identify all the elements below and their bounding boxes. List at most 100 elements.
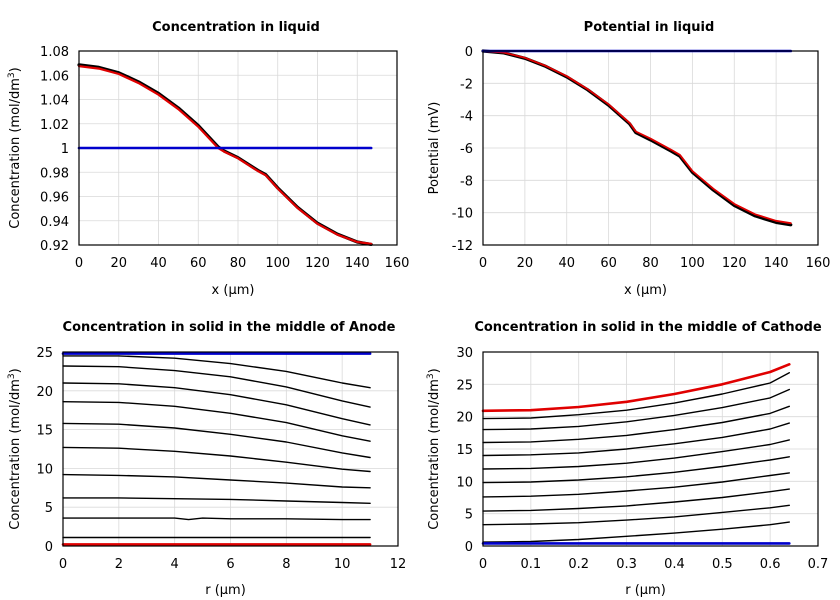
chart-panel-1: 0 20 40 60 80 100 120 140 160 0.92 0.94 0.96 0.98 1 1.… [7, 20, 409, 298]
y-axis-label-superscript: 3 [426, 373, 436, 379]
series-line-8 [482, 405, 790, 444]
series-line-6 [62, 446, 371, 473]
y-axis-label: Concentration (mol/dm3) [7, 67, 23, 229]
x-tick-label: 2 [115, 557, 123, 572]
x-tick-label: 100 [265, 256, 290, 271]
chart-title: Concentration in solid in the middle of … [474, 320, 822, 335]
y-tick-label: 5 [45, 501, 53, 516]
x-tick-label: 4 [171, 557, 179, 572]
series-line-2 [62, 365, 371, 408]
y-axis-label-superscript: 3 [7, 373, 17, 379]
series-line-1 [482, 521, 790, 543]
y-tick-label: 1.02 [40, 118, 69, 133]
series-line-11 [481, 362, 791, 413]
series-line-9 [482, 388, 790, 431]
y-tick-label: 0 [465, 540, 473, 555]
y-tick-label: 0 [45, 540, 53, 555]
series-line-8 [62, 497, 371, 504]
chart-panel-4: 0 0.1 0.2 0.3 0.4 0.5 0.6 0.7051015202530Concen… [426, 320, 828, 598]
series-line-10 [482, 372, 790, 420]
y-tick-label: -8 [460, 174, 473, 189]
chart-title: Concentration in solid in the middle of … [63, 320, 396, 335]
x-axis-label: r (µm) [625, 583, 666, 598]
series-line-2 [77, 65, 373, 245]
y-tick-label: 0.92 [40, 239, 69, 254]
x-tick-label: 140 [345, 256, 370, 271]
y-tick-label: 0.98 [40, 166, 69, 181]
y-tick-label: 20 [36, 385, 53, 400]
y-axis-label-text: Concentration (mol/dm [8, 78, 23, 229]
x-tick-label: 0.4 [664, 557, 685, 572]
x-tick-label: 60 [190, 256, 207, 271]
x-tick-label: 8 [282, 557, 290, 572]
x-tick-label: 0.1 [521, 557, 542, 572]
x-axis-label: x (µm) [212, 283, 255, 298]
y-tick-label: 0 [465, 45, 473, 60]
y-tick-label: -4 [460, 110, 473, 125]
y-axis-label-tail: ) [427, 368, 442, 373]
y-tick-label: 20 [456, 411, 473, 426]
series-line-4 [62, 401, 371, 442]
chart-title: Potential in liquid [584, 20, 715, 35]
y-tick-label: 5 [465, 508, 473, 523]
chart-panel-2: 0 20 40 60 80 100 120 140 160 -12 -10 -8 -6 -4 -2 0 Pote… [427, 20, 830, 298]
y-tick-label: 30 [456, 346, 473, 361]
series-line-6 [482, 439, 790, 470]
series-line-2 [482, 50, 792, 225]
x-tick-label: 160 [385, 256, 410, 271]
y-axis-label: Potential (mV) [427, 102, 442, 195]
x-tick-label: 20 [517, 256, 534, 271]
y-tick-label: 25 [456, 378, 473, 393]
y-tick-label: -6 [460, 142, 473, 157]
y-axis-label-superscript: 3 [7, 72, 17, 78]
x-tick-label: 40 [558, 256, 575, 271]
series-line-9 [62, 517, 371, 521]
x-tick-label: 80 [642, 256, 659, 271]
x-axis-label: r (µm) [205, 583, 246, 598]
x-tick-label: 140 [764, 256, 789, 271]
x-tick-label: 0 [479, 557, 487, 572]
series-line-2 [482, 504, 790, 526]
series-line-5 [62, 422, 371, 459]
x-tick-label: 0.6 [760, 557, 781, 572]
y-tick-label: 1.06 [40, 69, 69, 84]
x-tick-label: 10 [334, 557, 351, 572]
x-tick-label: 120 [305, 256, 330, 271]
x-tick-label: 160 [806, 256, 831, 271]
x-axis-label: x (µm) [624, 283, 667, 298]
y-tick-label: 10 [456, 475, 473, 490]
y-tick-label: 0.94 [40, 215, 69, 230]
x-tick-label: 6 [226, 557, 234, 572]
axes-frame [78, 50, 398, 246]
axes-frame [482, 351, 819, 547]
y-tick-label: -12 [452, 239, 473, 254]
x-tick-label: 0.5 [712, 557, 733, 572]
x-tick-label: 20 [110, 256, 127, 271]
x-tick-label: 60 [600, 256, 617, 271]
y-axis-label-tail: ) [8, 67, 23, 72]
x-tick-label: 0 [75, 256, 83, 271]
y-tick-label: -2 [460, 77, 473, 92]
series-line-7 [62, 473, 371, 489]
x-tick-label: 0 [59, 557, 67, 572]
y-tick-label: 10 [36, 462, 53, 477]
chart-panel-3: 0 2 4 6 8 10 12 0 5 10 15 20 25 Concentration in soli… [7, 320, 406, 598]
series-line-3 [62, 382, 371, 426]
y-tick-label: 1.08 [40, 45, 69, 60]
y-axis-label-text: Concentration (mol/dm [8, 379, 23, 530]
y-tick-label: -10 [452, 207, 473, 222]
y-axis-label-text: Concentration (mol/dm [427, 379, 442, 530]
x-tick-label: 0 [479, 256, 487, 271]
series-line-3 [482, 488, 790, 512]
x-tick-label: 12 [390, 557, 407, 572]
y-tick-label: 15 [456, 443, 473, 458]
y-tick-label: 25 [36, 346, 53, 361]
y-axis-label: Concentration (mol/dm3) [426, 368, 442, 530]
x-tick-label: 0.7 [808, 557, 829, 572]
series-line-4 [482, 472, 790, 498]
axes-frame [482, 50, 819, 246]
series-line-1 [62, 355, 371, 389]
y-axis-label-text: Potential (mV) [427, 102, 442, 195]
series-line-7 [482, 422, 790, 457]
